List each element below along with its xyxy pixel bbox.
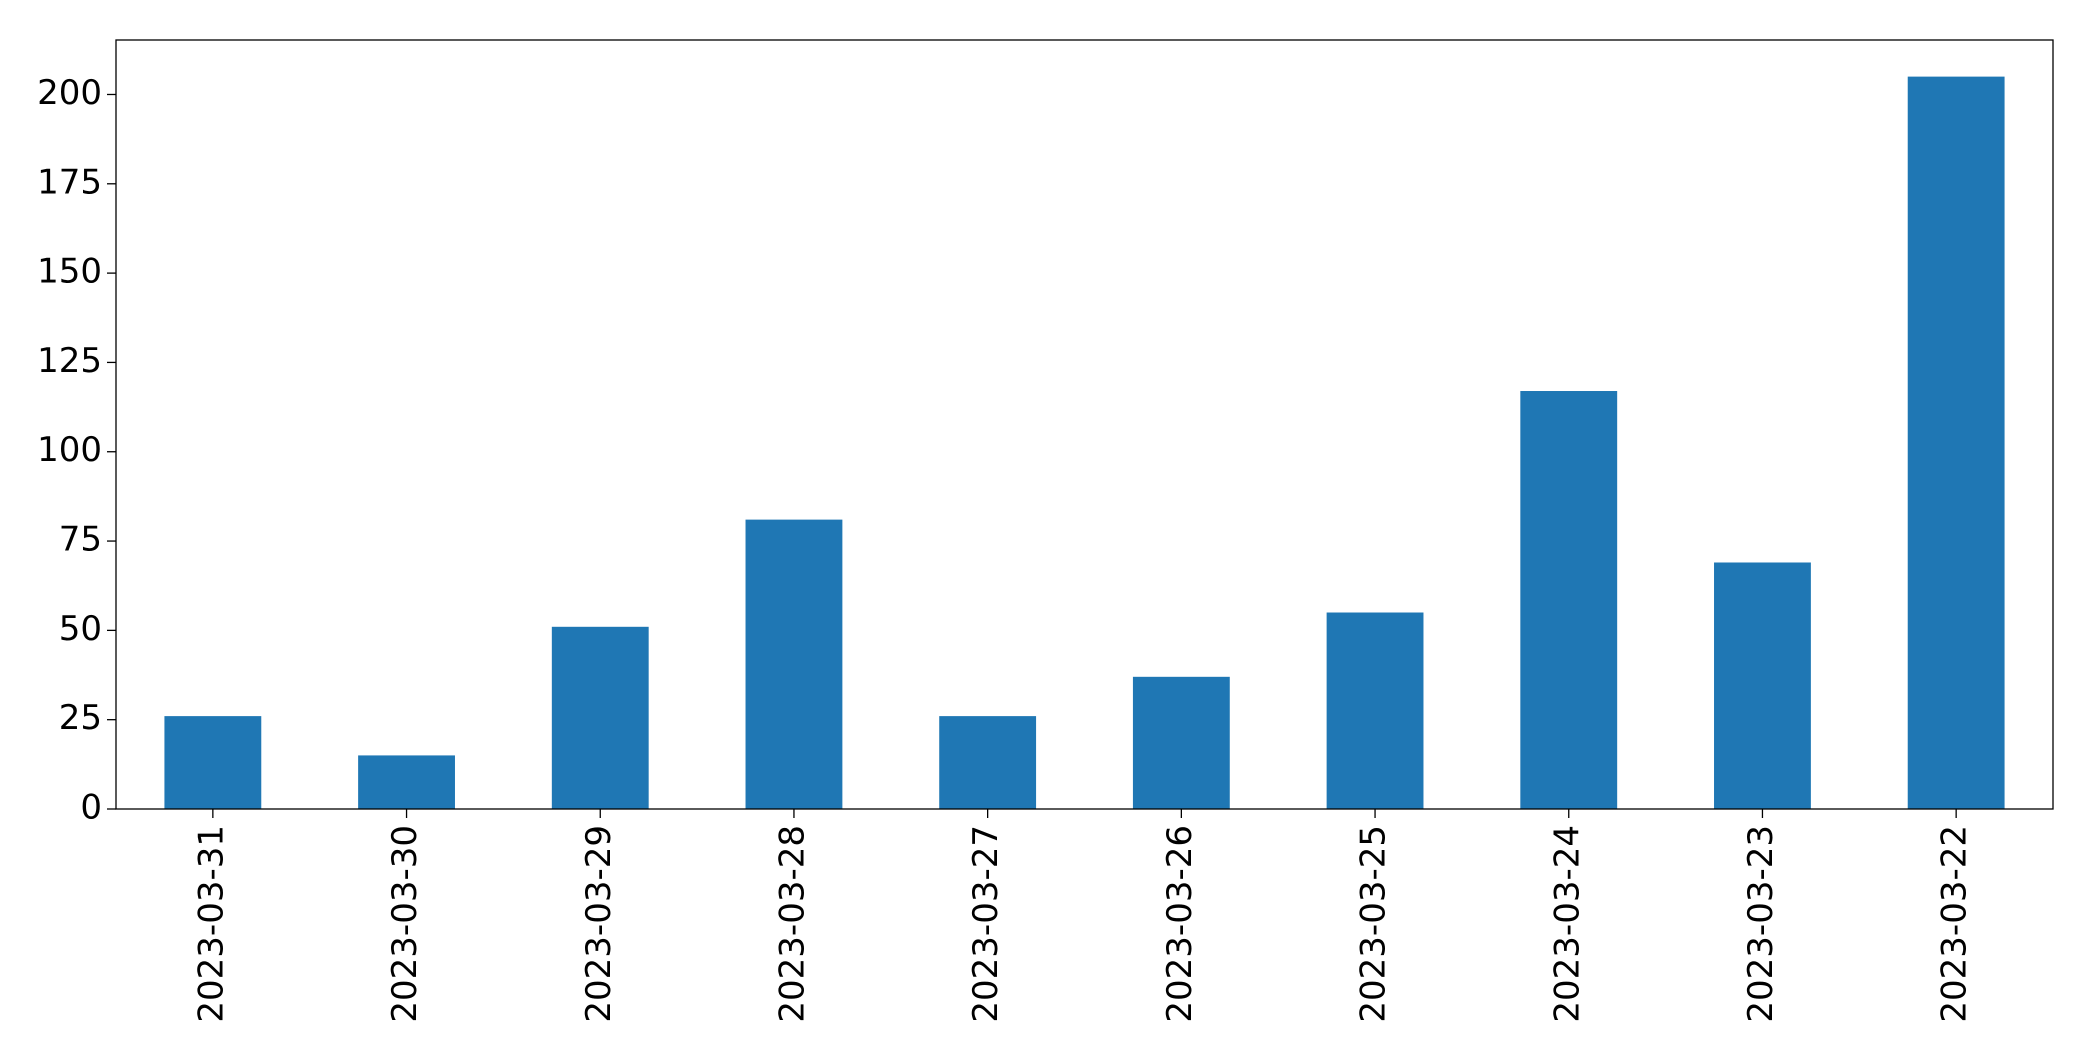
bar (1907, 76, 2005, 810)
bar (1520, 391, 1618, 809)
y-tick-label: 200 (37, 73, 102, 113)
x-tick-label: 2023-03-30 (385, 825, 425, 1023)
x-tick-label: 2023-03-24 (1547, 825, 1587, 1023)
bar (939, 716, 1037, 809)
x-tick-label: 2023-03-31 (191, 825, 231, 1023)
y-tick-label: 150 (37, 252, 102, 292)
bar (1132, 676, 1230, 809)
bar (551, 626, 649, 809)
y-tick-label: 75 (59, 520, 102, 560)
bar (1326, 612, 1424, 809)
plot-frame (115, 39, 2054, 810)
y-tick-label: 0 (80, 788, 102, 828)
y-tick-label: 50 (59, 609, 102, 649)
bar (745, 519, 843, 809)
x-tick-label: 2023-03-26 (1160, 825, 1200, 1023)
bar (358, 755, 455, 809)
y-tick-label: 175 (37, 162, 102, 202)
x-tick-label: 2023-03-25 (1354, 825, 1394, 1023)
x-tick-label: 2023-03-23 (1741, 825, 1781, 1023)
x-tick-label: 2023-03-22 (1935, 825, 1975, 1023)
y-tick-label: 25 (59, 698, 102, 738)
bar (1714, 562, 1811, 809)
y-tick-label: 125 (37, 341, 102, 381)
bar (164, 716, 262, 809)
x-tick-label: 2023-03-28 (772, 825, 812, 1023)
x-tick-label: 2023-03-27 (966, 825, 1006, 1023)
y-tick-label: 100 (37, 430, 102, 470)
x-tick-label: 2023-03-29 (579, 825, 619, 1023)
